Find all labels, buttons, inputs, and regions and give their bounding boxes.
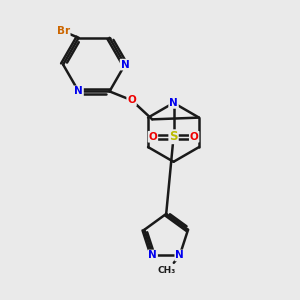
Text: O: O bbox=[148, 132, 157, 142]
Text: N: N bbox=[74, 86, 83, 96]
Text: N: N bbox=[148, 250, 157, 260]
Text: N: N bbox=[175, 250, 184, 260]
Text: CH₃: CH₃ bbox=[157, 266, 176, 275]
Text: O: O bbox=[190, 132, 199, 142]
Text: Br: Br bbox=[57, 26, 70, 36]
Text: N: N bbox=[121, 60, 129, 70]
Text: S: S bbox=[169, 130, 178, 143]
Text: N: N bbox=[169, 98, 178, 108]
Text: O: O bbox=[127, 95, 136, 105]
